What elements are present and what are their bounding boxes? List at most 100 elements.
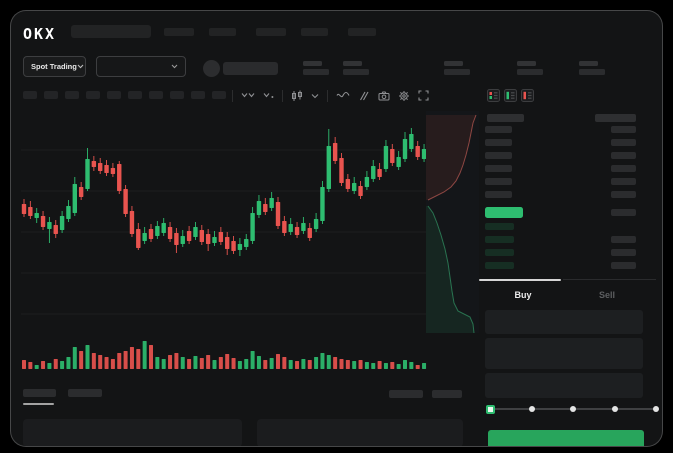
- candle-body: [212, 237, 217, 243]
- last-price-bar[interactable]: [485, 207, 523, 218]
- candle-body: [288, 224, 293, 232]
- ask-price-placeholder: [485, 152, 512, 159]
- candle-body: [256, 201, 262, 215]
- candle-body: [225, 237, 230, 249]
- timeframe-pill[interactable]: [170, 91, 184, 99]
- interval-dropdown-icon[interactable]: [241, 92, 255, 99]
- candle-body: [390, 149, 395, 163]
- nav-item-placeholder[interactable]: [209, 28, 236, 36]
- ask-price-placeholder: [485, 126, 512, 133]
- candle-body: [47, 222, 52, 229]
- depth-chart[interactable]: [426, 111, 479, 333]
- volume-bar: [390, 362, 395, 369]
- volume-bar: [231, 358, 236, 369]
- candle-body: [174, 233, 179, 245]
- chart-toolbar: [232, 89, 429, 102]
- asks-book-icon[interactable]: [521, 89, 534, 102]
- buy-submit-button[interactable]: [488, 430, 644, 446]
- volume-bar: [149, 345, 153, 369]
- chevron-down-icon: [171, 64, 178, 69]
- bottom-tab-placeholder[interactable]: [23, 389, 56, 397]
- chevron-down-icon[interactable]: [311, 93, 319, 99]
- candle-style-icon[interactable]: [291, 90, 303, 102]
- candle-body: [396, 157, 401, 167]
- timeframe-pill[interactable]: [149, 91, 163, 99]
- line-chart-icon[interactable]: [336, 91, 350, 100]
- ticker-stat-label-placeholder: [343, 61, 362, 66]
- timeframe-pill[interactable]: [128, 91, 142, 99]
- nav-item-placeholder[interactable]: [348, 28, 376, 36]
- timeframe-pill[interactable]: [191, 91, 205, 99]
- snapshot-camera-icon[interactable]: [378, 91, 390, 101]
- chevron-down-icon: [77, 64, 84, 69]
- volume-bar: [244, 359, 249, 369]
- candle-body: [136, 229, 141, 248]
- compare-tool-icon[interactable]: [358, 91, 370, 101]
- tab-buy[interactable]: Buy: [514, 290, 532, 300]
- nav-item-placeholder[interactable]: [164, 28, 194, 36]
- candle-body: [142, 233, 147, 241]
- ask-amount-placeholder: [611, 152, 636, 159]
- candle-body: [307, 228, 312, 238]
- candle-body: [72, 184, 77, 213]
- order-type-field[interactable]: [485, 310, 643, 334]
- indicator-dropdown-icon[interactable]: [263, 92, 274, 99]
- slider-stop-dot[interactable]: [611, 405, 619, 413]
- nav-item-placeholder[interactable]: [256, 28, 286, 36]
- volume-bar: [422, 363, 427, 369]
- candle-body: [40, 216, 46, 227]
- tab-sell[interactable]: Sell: [598, 290, 615, 300]
- bottom-tab-placeholder[interactable]: [68, 389, 102, 397]
- nav-item-placeholder[interactable]: [301, 28, 328, 36]
- pair-name-placeholder: [223, 62, 278, 75]
- candle-body: [117, 164, 122, 191]
- volume-bar: [60, 361, 65, 369]
- timeframe-pill[interactable]: [212, 91, 226, 99]
- pair-selector[interactable]: [96, 56, 186, 77]
- candle-body: [85, 159, 90, 189]
- ask-amount-placeholder: [611, 191, 636, 198]
- candle-body: [320, 187, 325, 221]
- market-type-selector[interactable]: Spot Trading: [23, 56, 86, 77]
- bid-price-placeholder: [485, 249, 514, 256]
- slider-stop-dot[interactable]: [569, 405, 577, 413]
- timeframe-pill[interactable]: [44, 91, 58, 99]
- bottom-right-tab-placeholder[interactable]: [432, 390, 462, 398]
- timeframe-pill[interactable]: [23, 91, 37, 99]
- candle-body: [161, 223, 166, 233]
- ask-amount-placeholder: [611, 165, 636, 172]
- divider: [232, 89, 233, 102]
- slider-stop-dot[interactable]: [528, 405, 536, 413]
- timeframe-pill[interactable]: [86, 91, 100, 99]
- bids-book-icon[interactable]: [504, 89, 517, 102]
- candle-body: [415, 146, 420, 157]
- candle-body: [129, 211, 135, 234]
- token-avatar: [203, 60, 220, 77]
- amount-field[interactable]: [485, 373, 643, 398]
- volume-bar: [333, 357, 338, 369]
- volume-bar: [352, 361, 357, 369]
- okx-logo[interactable]: OKX: [23, 25, 57, 43]
- candlestick-chart[interactable]: [21, 111, 427, 373]
- timeframe-pill[interactable]: [107, 91, 121, 99]
- combined-book-icon[interactable]: [487, 89, 500, 102]
- settings-gear-icon[interactable]: [398, 90, 410, 102]
- price-field[interactable]: [485, 338, 643, 369]
- candle-body: [59, 216, 65, 230]
- bid-amount-placeholder: [611, 236, 636, 243]
- volume-bar: [409, 362, 414, 369]
- volume-bar: [301, 359, 306, 369]
- candle-body: [78, 187, 84, 197]
- volume-bar: [199, 358, 204, 369]
- ticker-stat-label-placeholder: [303, 61, 322, 66]
- fullscreen-icon[interactable]: [418, 90, 429, 101]
- bid-price-placeholder: [485, 236, 514, 243]
- volume-bar: [79, 351, 84, 369]
- volume-bar: [212, 360, 217, 369]
- slider-stop-dot[interactable]: [652, 405, 660, 413]
- candle-body: [358, 186, 363, 196]
- nav-title-placeholder: [71, 25, 151, 38]
- timeframe-pill[interactable]: [65, 91, 79, 99]
- slider-handle[interactable]: [485, 404, 495, 414]
- bottom-right-tab-placeholder[interactable]: [389, 390, 423, 398]
